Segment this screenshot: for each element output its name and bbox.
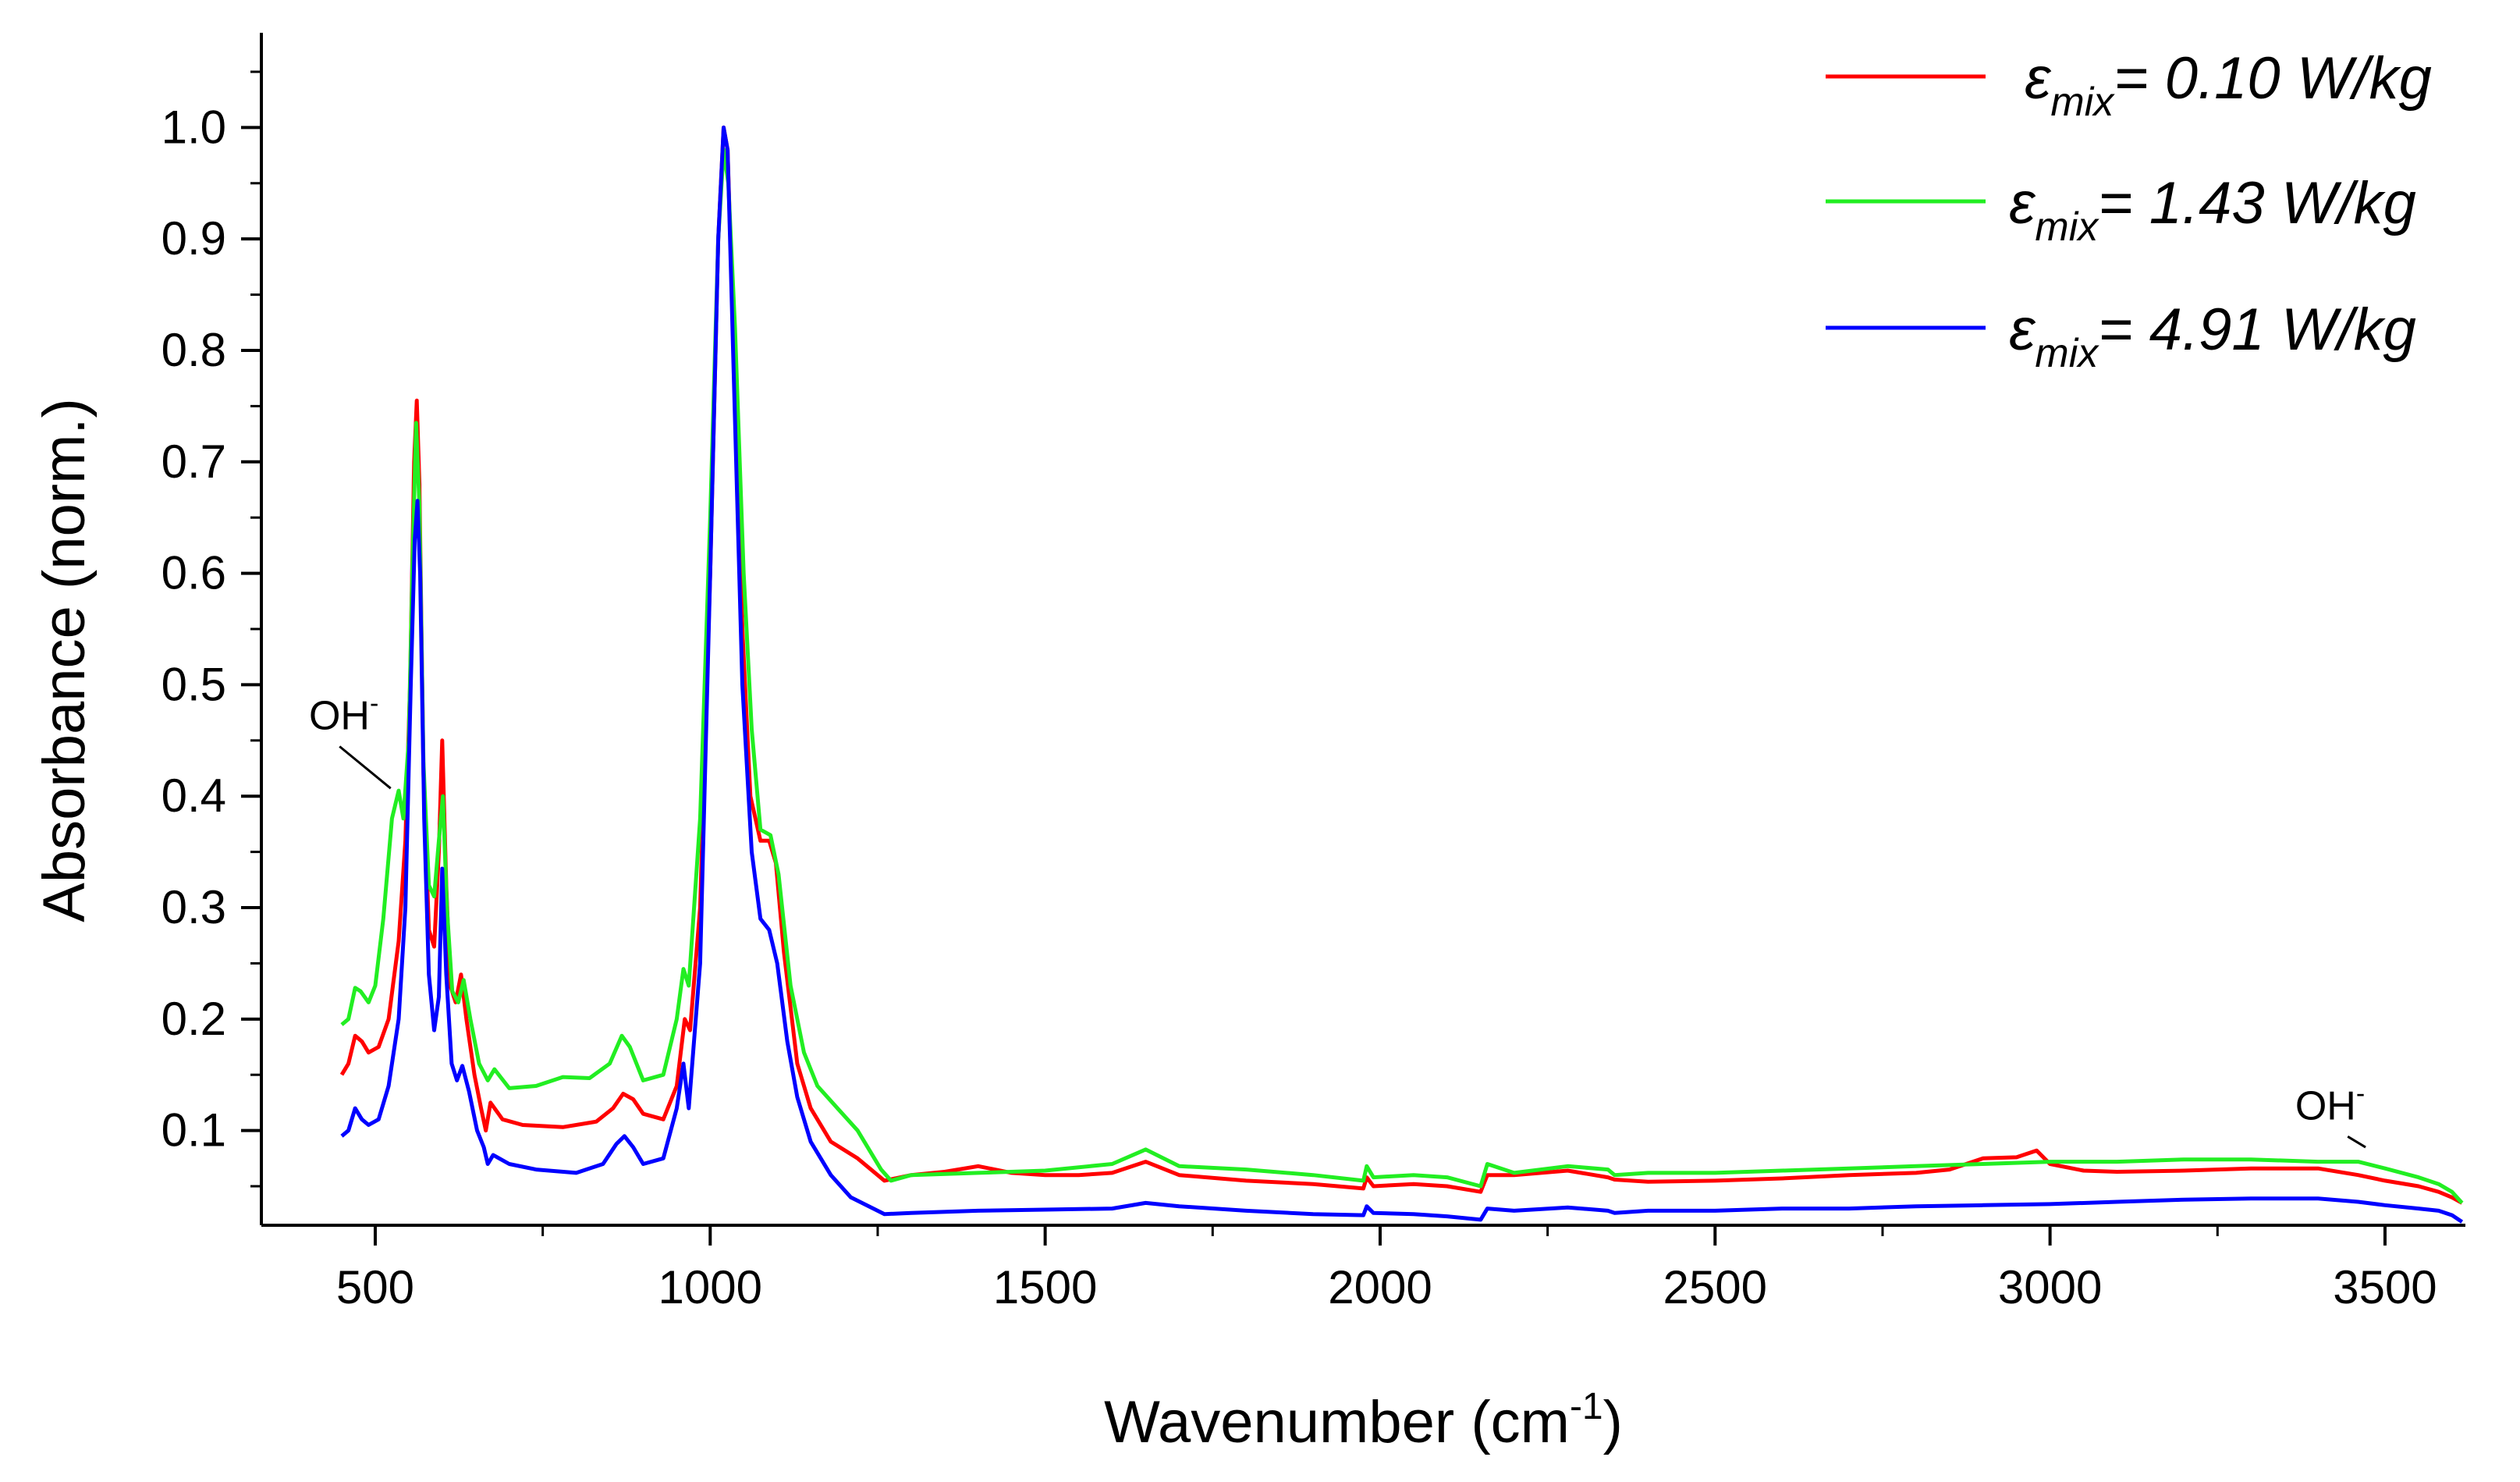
x-axis-title-main: Wavenumber (cm: [1104, 1389, 1570, 1455]
series-line-2: [340, 125, 2464, 1224]
y-tick-label: 0.1: [161, 1104, 226, 1157]
annotation-sup: -: [370, 689, 378, 719]
y-tick-label: 0.8: [161, 324, 226, 376]
annotation-leader: [2347, 1135, 2366, 1149]
annotation-text: OH: [309, 694, 370, 739]
x-tick-label: 3500: [2333, 1261, 2437, 1313]
y-tick-label: 0.9: [161, 212, 226, 265]
legend-epsilon: ε: [2009, 297, 2036, 363]
series-line-1: [340, 147, 2464, 1205]
x-axis-title: Wavenumber (cm-1): [1104, 1386, 1623, 1455]
annotations-group: OH-OH-: [309, 689, 2366, 1149]
y-axis-title: Absorbance (norm.): [31, 398, 98, 922]
legend-value: = 0.10 W/kg: [2114, 45, 2432, 112]
x-tick-label: 2500: [1663, 1261, 1767, 1313]
legend-subscript: mix: [2050, 80, 2115, 125]
x-tick-label: 500: [336, 1261, 414, 1313]
series-line-0: [339, 125, 2463, 1205]
annotation-oh-0: OH-: [309, 689, 378, 739]
legend-label-1: εmix= 1.43 W/kg: [2009, 170, 2416, 250]
y-tick-label: 0.5: [161, 658, 226, 710]
legend-epsilon: ε: [2009, 170, 2036, 236]
y-tick-label: 0.4: [161, 769, 226, 822]
y-tick-label: 0.2: [161, 993, 226, 1045]
x-tick-label: 1000: [658, 1261, 762, 1313]
annotation-oh-1: OH-: [2295, 1079, 2365, 1128]
x-axis-title-suffix: ): [1603, 1389, 1623, 1455]
legend-value: = 1.43 W/kg: [2098, 170, 2416, 236]
legend-subscript: mix: [2035, 331, 2099, 376]
y-tick-label: 0.3: [161, 881, 226, 933]
axes-group: 0.1 0.2 0.3 0.4 0.5 0.6 0.7 0.8 0.9 1.0 500 1000 150…: [31, 33, 2465, 1455]
legend-epsilon: ε: [2025, 45, 2052, 112]
legend-subscript: mix: [2035, 204, 2099, 250]
x-axis-title-sup: -1: [1570, 1386, 1603, 1427]
legend-label-0: εmix= 0.10 W/kg: [2025, 45, 2432, 125]
y-tick-label: 0.6: [161, 547, 226, 599]
y-tick-label: 1.0: [161, 101, 226, 153]
annotation-text: OH: [2295, 1083, 2356, 1128]
legend-value: = 4.91 W/kg: [2098, 297, 2416, 363]
annotation-leader: [339, 745, 392, 790]
x-tick-label: 1500: [993, 1261, 1097, 1313]
series-group: [339, 125, 2464, 1224]
x-tick-label: 3000: [1998, 1261, 2102, 1313]
x-tick-label: 2000: [1328, 1261, 1432, 1313]
legend-label-2: εmix= 4.91 W/kg: [2009, 297, 2416, 376]
annotation-sup: -: [2356, 1079, 2365, 1108]
y-tick-label: 0.7: [161, 435, 226, 488]
